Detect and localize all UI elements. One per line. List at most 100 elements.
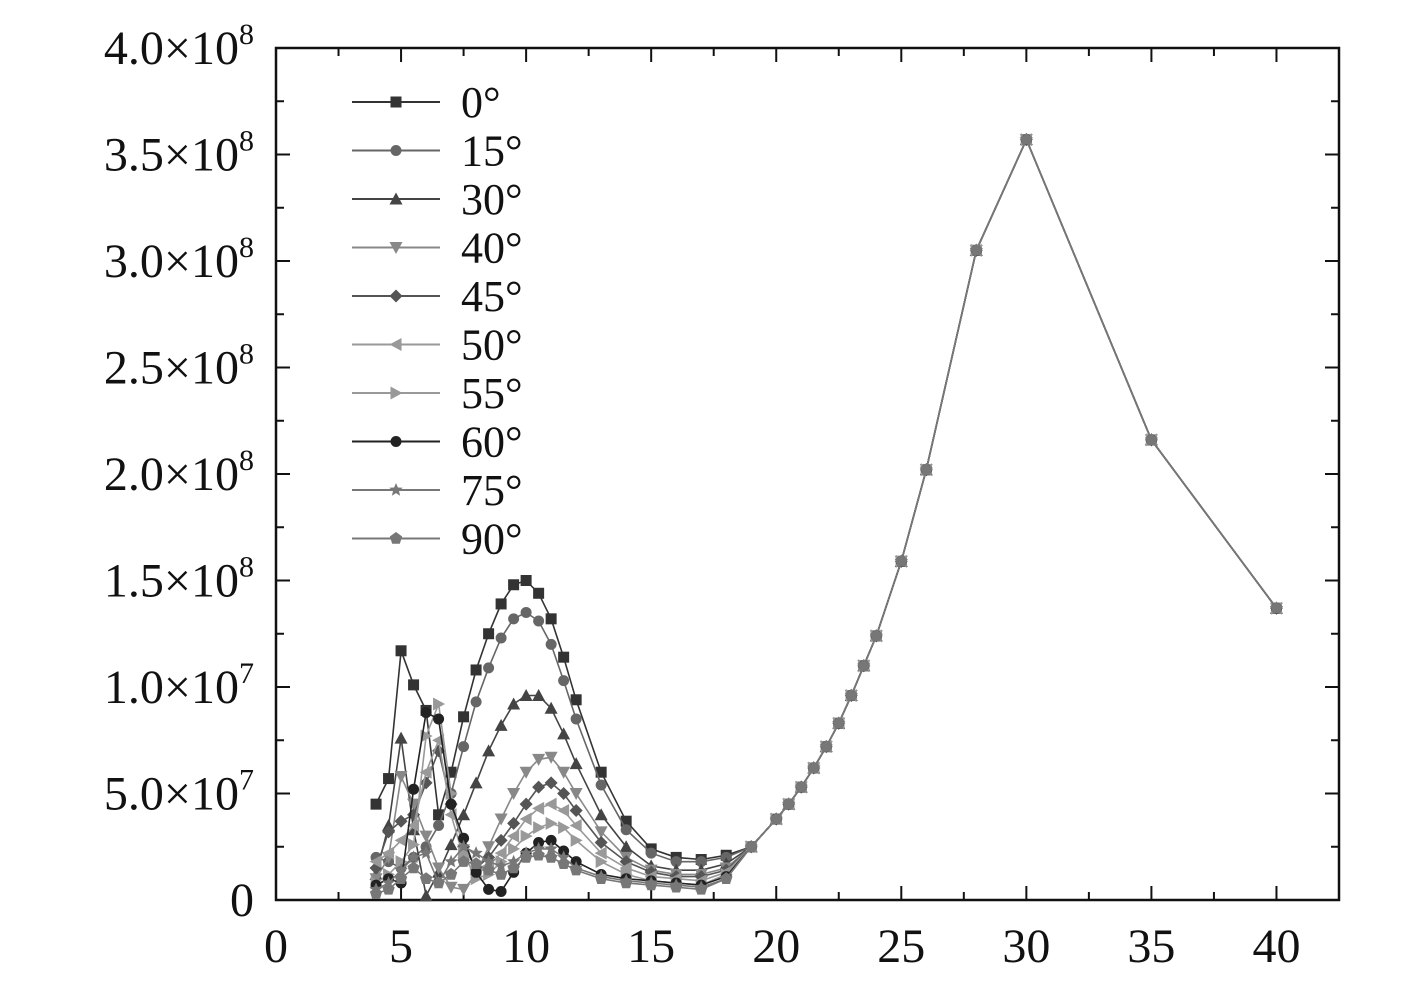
data-point xyxy=(519,797,533,811)
data-point xyxy=(444,838,458,851)
data-point xyxy=(545,638,557,650)
data-point xyxy=(456,839,471,853)
legend-label: 30° xyxy=(461,175,523,224)
series-layer xyxy=(369,132,1284,902)
data-point xyxy=(1270,601,1283,614)
data-point xyxy=(457,855,470,867)
data-point xyxy=(408,679,420,691)
data-point xyxy=(695,882,708,895)
data-point xyxy=(533,821,546,835)
data-point xyxy=(419,872,433,884)
data-point xyxy=(494,867,508,880)
data-point xyxy=(470,696,482,708)
legend-marker xyxy=(390,96,402,108)
y-tick-label: 5.0×107 xyxy=(104,764,254,821)
data-point xyxy=(470,664,482,676)
data-point xyxy=(594,835,608,849)
data-point xyxy=(519,689,533,702)
data-point xyxy=(857,659,870,671)
data-point xyxy=(520,606,532,618)
data-point xyxy=(444,867,458,880)
data-point xyxy=(670,880,683,893)
data-point xyxy=(432,862,446,875)
data-point xyxy=(407,823,421,836)
legend-label: 55° xyxy=(461,369,523,418)
data-point xyxy=(619,840,633,853)
data-point xyxy=(481,854,496,868)
data-point xyxy=(508,613,520,625)
data-point xyxy=(458,711,470,723)
data-point xyxy=(570,863,583,876)
data-point xyxy=(382,846,395,860)
y-tick-exponent: 8 xyxy=(239,551,254,584)
x-tick-label: 25 xyxy=(877,920,925,973)
legend-label: 75° xyxy=(461,466,523,515)
data-point xyxy=(557,804,570,818)
data-point xyxy=(382,882,395,895)
data-point xyxy=(382,818,396,831)
x-tick-label: 0 xyxy=(264,920,288,973)
data-point xyxy=(507,697,521,710)
data-point xyxy=(544,776,558,790)
data-point xyxy=(520,829,533,843)
data-point xyxy=(619,861,632,875)
x-tick-label: 40 xyxy=(1252,920,1300,973)
data-point xyxy=(557,766,571,779)
data-point xyxy=(433,713,445,725)
data-point xyxy=(494,858,508,872)
data-point xyxy=(495,632,507,644)
data-point xyxy=(483,662,495,674)
data-point xyxy=(544,850,558,863)
data-point xyxy=(519,766,533,779)
data-point xyxy=(445,798,457,810)
data-point xyxy=(645,847,657,859)
x-tick-label: 5 xyxy=(389,920,413,973)
legend-marker xyxy=(389,289,403,303)
legend-marker xyxy=(389,192,403,205)
data-point xyxy=(570,694,582,706)
legend-marker xyxy=(389,483,403,496)
y-tick-mantissa: 2.5×10 xyxy=(104,342,239,395)
data-point xyxy=(620,815,632,827)
data-point xyxy=(570,833,583,847)
legend-marker xyxy=(390,436,402,447)
x-axis-tick-labels: 0 5 10 15 20 25 30 35 40 xyxy=(264,920,1300,973)
data-point xyxy=(469,857,483,869)
data-point xyxy=(832,716,845,729)
data-point xyxy=(419,765,432,779)
y-tick-label: 2.0×108 xyxy=(104,444,254,501)
data-point xyxy=(745,840,758,852)
data-point xyxy=(382,825,396,839)
y-tick-mantissa: 1.5×10 xyxy=(104,555,239,608)
y-tick-label: 0 xyxy=(230,874,254,927)
data-point xyxy=(795,780,808,793)
data-point xyxy=(420,707,432,719)
legend-marker xyxy=(389,532,403,544)
data-point xyxy=(569,804,583,818)
y-tick-exponent: 8 xyxy=(239,338,254,371)
data-point xyxy=(394,872,408,884)
plot-frame xyxy=(274,46,1341,902)
data-point xyxy=(458,832,470,844)
data-point xyxy=(695,856,707,868)
data-point xyxy=(433,809,445,821)
data-point xyxy=(533,587,545,599)
data-point xyxy=(458,741,470,753)
data-point xyxy=(620,824,632,836)
y-tick-label: 1.5×108 xyxy=(104,551,254,608)
data-point xyxy=(482,744,496,757)
data-point xyxy=(494,813,508,826)
data-point xyxy=(507,788,521,800)
y-tick-label: 1.0×107 xyxy=(104,657,254,714)
legend-label: 60° xyxy=(461,418,523,467)
data-point xyxy=(494,846,507,860)
data-point xyxy=(395,645,407,657)
data-point xyxy=(970,243,983,256)
data-point xyxy=(544,797,557,811)
data-point xyxy=(557,727,571,740)
y-tick-label: 3.0×108 xyxy=(104,231,254,288)
legend-label: 45° xyxy=(461,272,523,321)
data-point xyxy=(369,887,383,899)
y-tick-mantissa: 4.0×10 xyxy=(104,22,239,75)
